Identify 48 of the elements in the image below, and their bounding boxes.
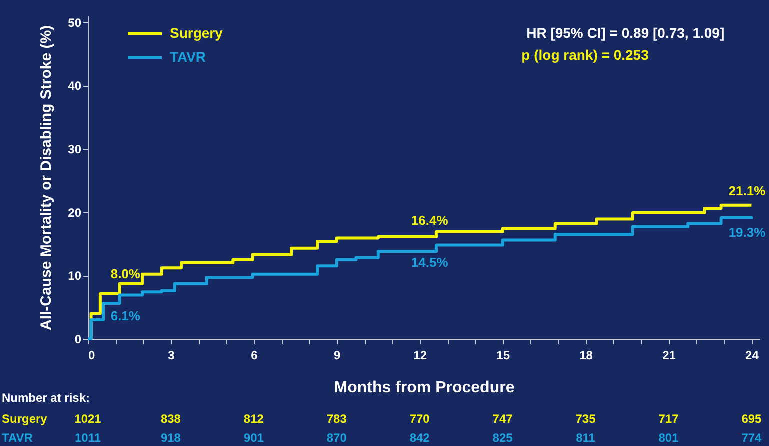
legend-label: TAVR xyxy=(170,49,206,65)
annotation: 16.4% xyxy=(411,213,449,228)
text: 838 xyxy=(160,412,182,426)
y-tick-label: 10 xyxy=(68,269,82,284)
text: 747 xyxy=(492,412,514,426)
annotation: HR [95% CI] = 0.89 [0.73, 1.09] xyxy=(526,25,725,41)
annotation: 8.0% xyxy=(110,266,141,282)
x-tick-label: 9 xyxy=(334,348,342,362)
text: 901 xyxy=(244,431,264,445)
y-axis-title: All-Cause Mortality or Disabling Stroke (%) xyxy=(38,25,56,331)
x-tick-label: 6 xyxy=(251,348,258,362)
text: 811 xyxy=(576,431,596,445)
x-axis-title: Months from Procedure xyxy=(334,380,515,396)
text: TAVR xyxy=(2,431,33,445)
text: 1011 xyxy=(74,431,102,445)
text: 774 xyxy=(742,431,762,445)
y-tick-label: 20 xyxy=(68,206,82,220)
annotation: 19.3% xyxy=(728,224,766,240)
legend-label: Surgery xyxy=(170,25,224,41)
x-tick-label: 0 xyxy=(88,348,96,362)
text: Number at risk: xyxy=(2,391,90,405)
text: 825 xyxy=(492,431,514,445)
x-tick-label: 12 xyxy=(414,348,428,362)
text: 783 xyxy=(326,412,348,426)
annotation: 14.5% xyxy=(411,255,449,270)
x-tick-label: 21 xyxy=(662,348,676,362)
y-tick-label: 40 xyxy=(68,79,82,94)
text: 918 xyxy=(160,431,182,445)
text: 842 xyxy=(410,431,430,445)
text: 801 xyxy=(658,431,680,445)
text: 735 xyxy=(576,412,596,426)
y-tick-label: 50 xyxy=(68,16,82,30)
x-tick-label: 24 xyxy=(746,348,760,362)
x-tick-label: 3 xyxy=(168,348,176,362)
y-tick-label: 0 xyxy=(74,332,82,346)
x-tick-label: 15 xyxy=(496,348,510,362)
text: Surgery xyxy=(2,412,48,426)
x-tick-label: 18 xyxy=(580,348,594,362)
annotation: 6.1% xyxy=(110,308,141,324)
annotation: p (log rank) = 0.253 xyxy=(522,47,650,63)
annotation: 21.1% xyxy=(728,183,766,198)
text: 695 xyxy=(742,412,762,426)
y-tick-label: 30 xyxy=(68,142,82,156)
text: 770 xyxy=(410,412,430,426)
text: 1021 xyxy=(74,412,102,426)
text: 812 xyxy=(244,412,264,426)
text: 870 xyxy=(326,431,348,445)
text: 717 xyxy=(658,412,680,426)
